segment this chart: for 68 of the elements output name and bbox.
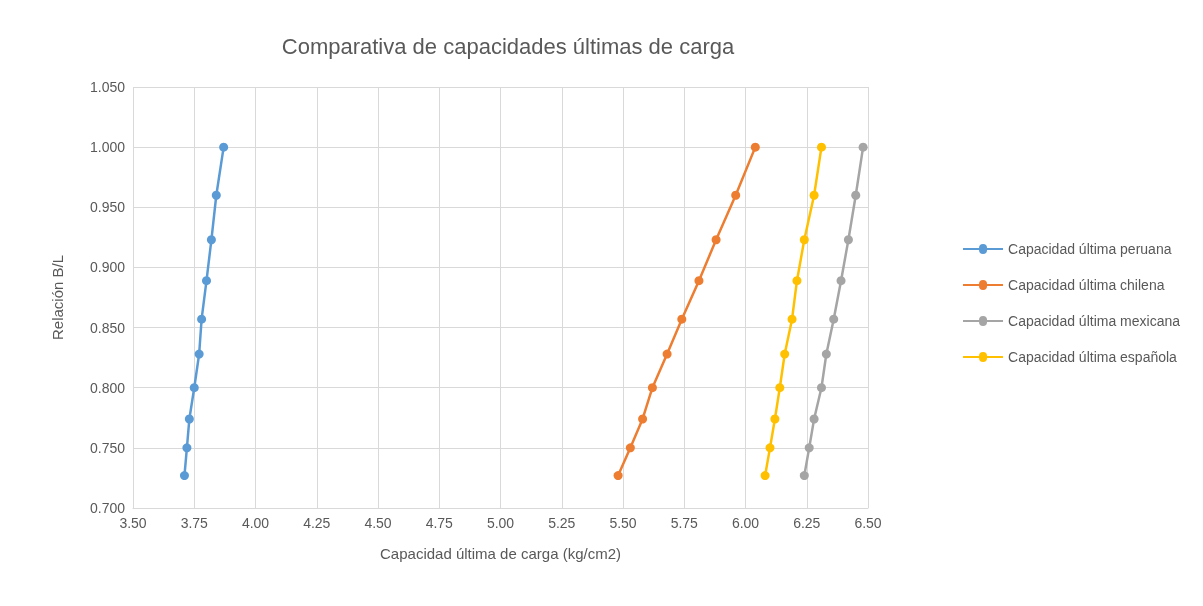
point xyxy=(760,471,770,481)
point xyxy=(694,276,704,286)
x-tick-label: 3.75 xyxy=(180,515,209,531)
point xyxy=(799,235,809,245)
point xyxy=(787,314,797,324)
y-tick-label: 0.900 xyxy=(89,259,126,276)
point xyxy=(770,414,780,424)
point xyxy=(775,383,785,393)
x-tick-label: 6.50 xyxy=(854,515,882,531)
point xyxy=(613,471,623,481)
y-tick-label: 0.850 xyxy=(89,319,126,336)
x-tick-label: 5.75 xyxy=(670,515,699,531)
y-tick-label: 0.700 xyxy=(89,500,126,516)
y-axis-title: Relación B/L xyxy=(49,254,66,341)
y-tick-label: 0.750 xyxy=(89,439,126,456)
point xyxy=(780,349,790,359)
point xyxy=(662,349,672,359)
point xyxy=(194,349,204,359)
x-tick-label: 5.50 xyxy=(609,515,637,531)
point xyxy=(829,314,839,324)
point xyxy=(821,349,831,359)
point xyxy=(625,443,635,453)
point xyxy=(711,235,721,245)
x-axis-title: Capacidad última de carga (kg/cm2) xyxy=(380,545,621,562)
point xyxy=(765,443,775,453)
point xyxy=(843,235,853,245)
point xyxy=(809,190,819,200)
legend-label: Capacidad última mexicana xyxy=(1008,313,1181,329)
point xyxy=(219,142,229,152)
x-tick-label: 6.00 xyxy=(731,515,760,531)
point xyxy=(184,414,194,424)
x-tick-label: 4.00 xyxy=(241,515,270,531)
point xyxy=(816,142,826,152)
y-tick-label: 1.000 xyxy=(89,139,126,156)
legend-label: Capacidad última española xyxy=(1008,349,1178,365)
point xyxy=(804,443,814,453)
x-tick-label: 4.25 xyxy=(303,515,331,531)
point xyxy=(211,190,221,200)
x-tick-label: 5.00 xyxy=(486,515,515,531)
point xyxy=(189,383,199,393)
point xyxy=(851,190,861,200)
point xyxy=(858,142,868,152)
point xyxy=(202,276,211,286)
y-tick-label: 0.800 xyxy=(89,379,126,396)
point xyxy=(792,276,802,286)
x-tick-label: 3.50 xyxy=(119,515,147,531)
point xyxy=(197,314,207,324)
x-tick-label: 5.25 xyxy=(548,515,576,531)
point xyxy=(750,142,760,152)
point xyxy=(799,471,809,481)
x-tick-label: 4.75 xyxy=(425,515,454,531)
y-tick-label: 1.050 xyxy=(89,79,126,95)
legend-label: Capacidad última peruana xyxy=(1008,241,1172,257)
chart-title: Comparativa de capacidades últimas de carga xyxy=(281,33,735,59)
legend-label: Capacidad última chilena xyxy=(1008,277,1165,293)
point xyxy=(647,383,657,393)
point xyxy=(809,414,819,424)
x-tick-label: 6.25 xyxy=(793,515,821,531)
point xyxy=(816,383,826,393)
point xyxy=(206,235,216,245)
point xyxy=(182,443,192,453)
point xyxy=(731,190,741,200)
x-tick-label: 4.50 xyxy=(364,515,392,531)
point xyxy=(677,314,687,324)
point xyxy=(836,276,846,286)
point xyxy=(638,414,648,424)
point xyxy=(179,471,189,481)
y-tick-label: 0.950 xyxy=(89,199,126,216)
